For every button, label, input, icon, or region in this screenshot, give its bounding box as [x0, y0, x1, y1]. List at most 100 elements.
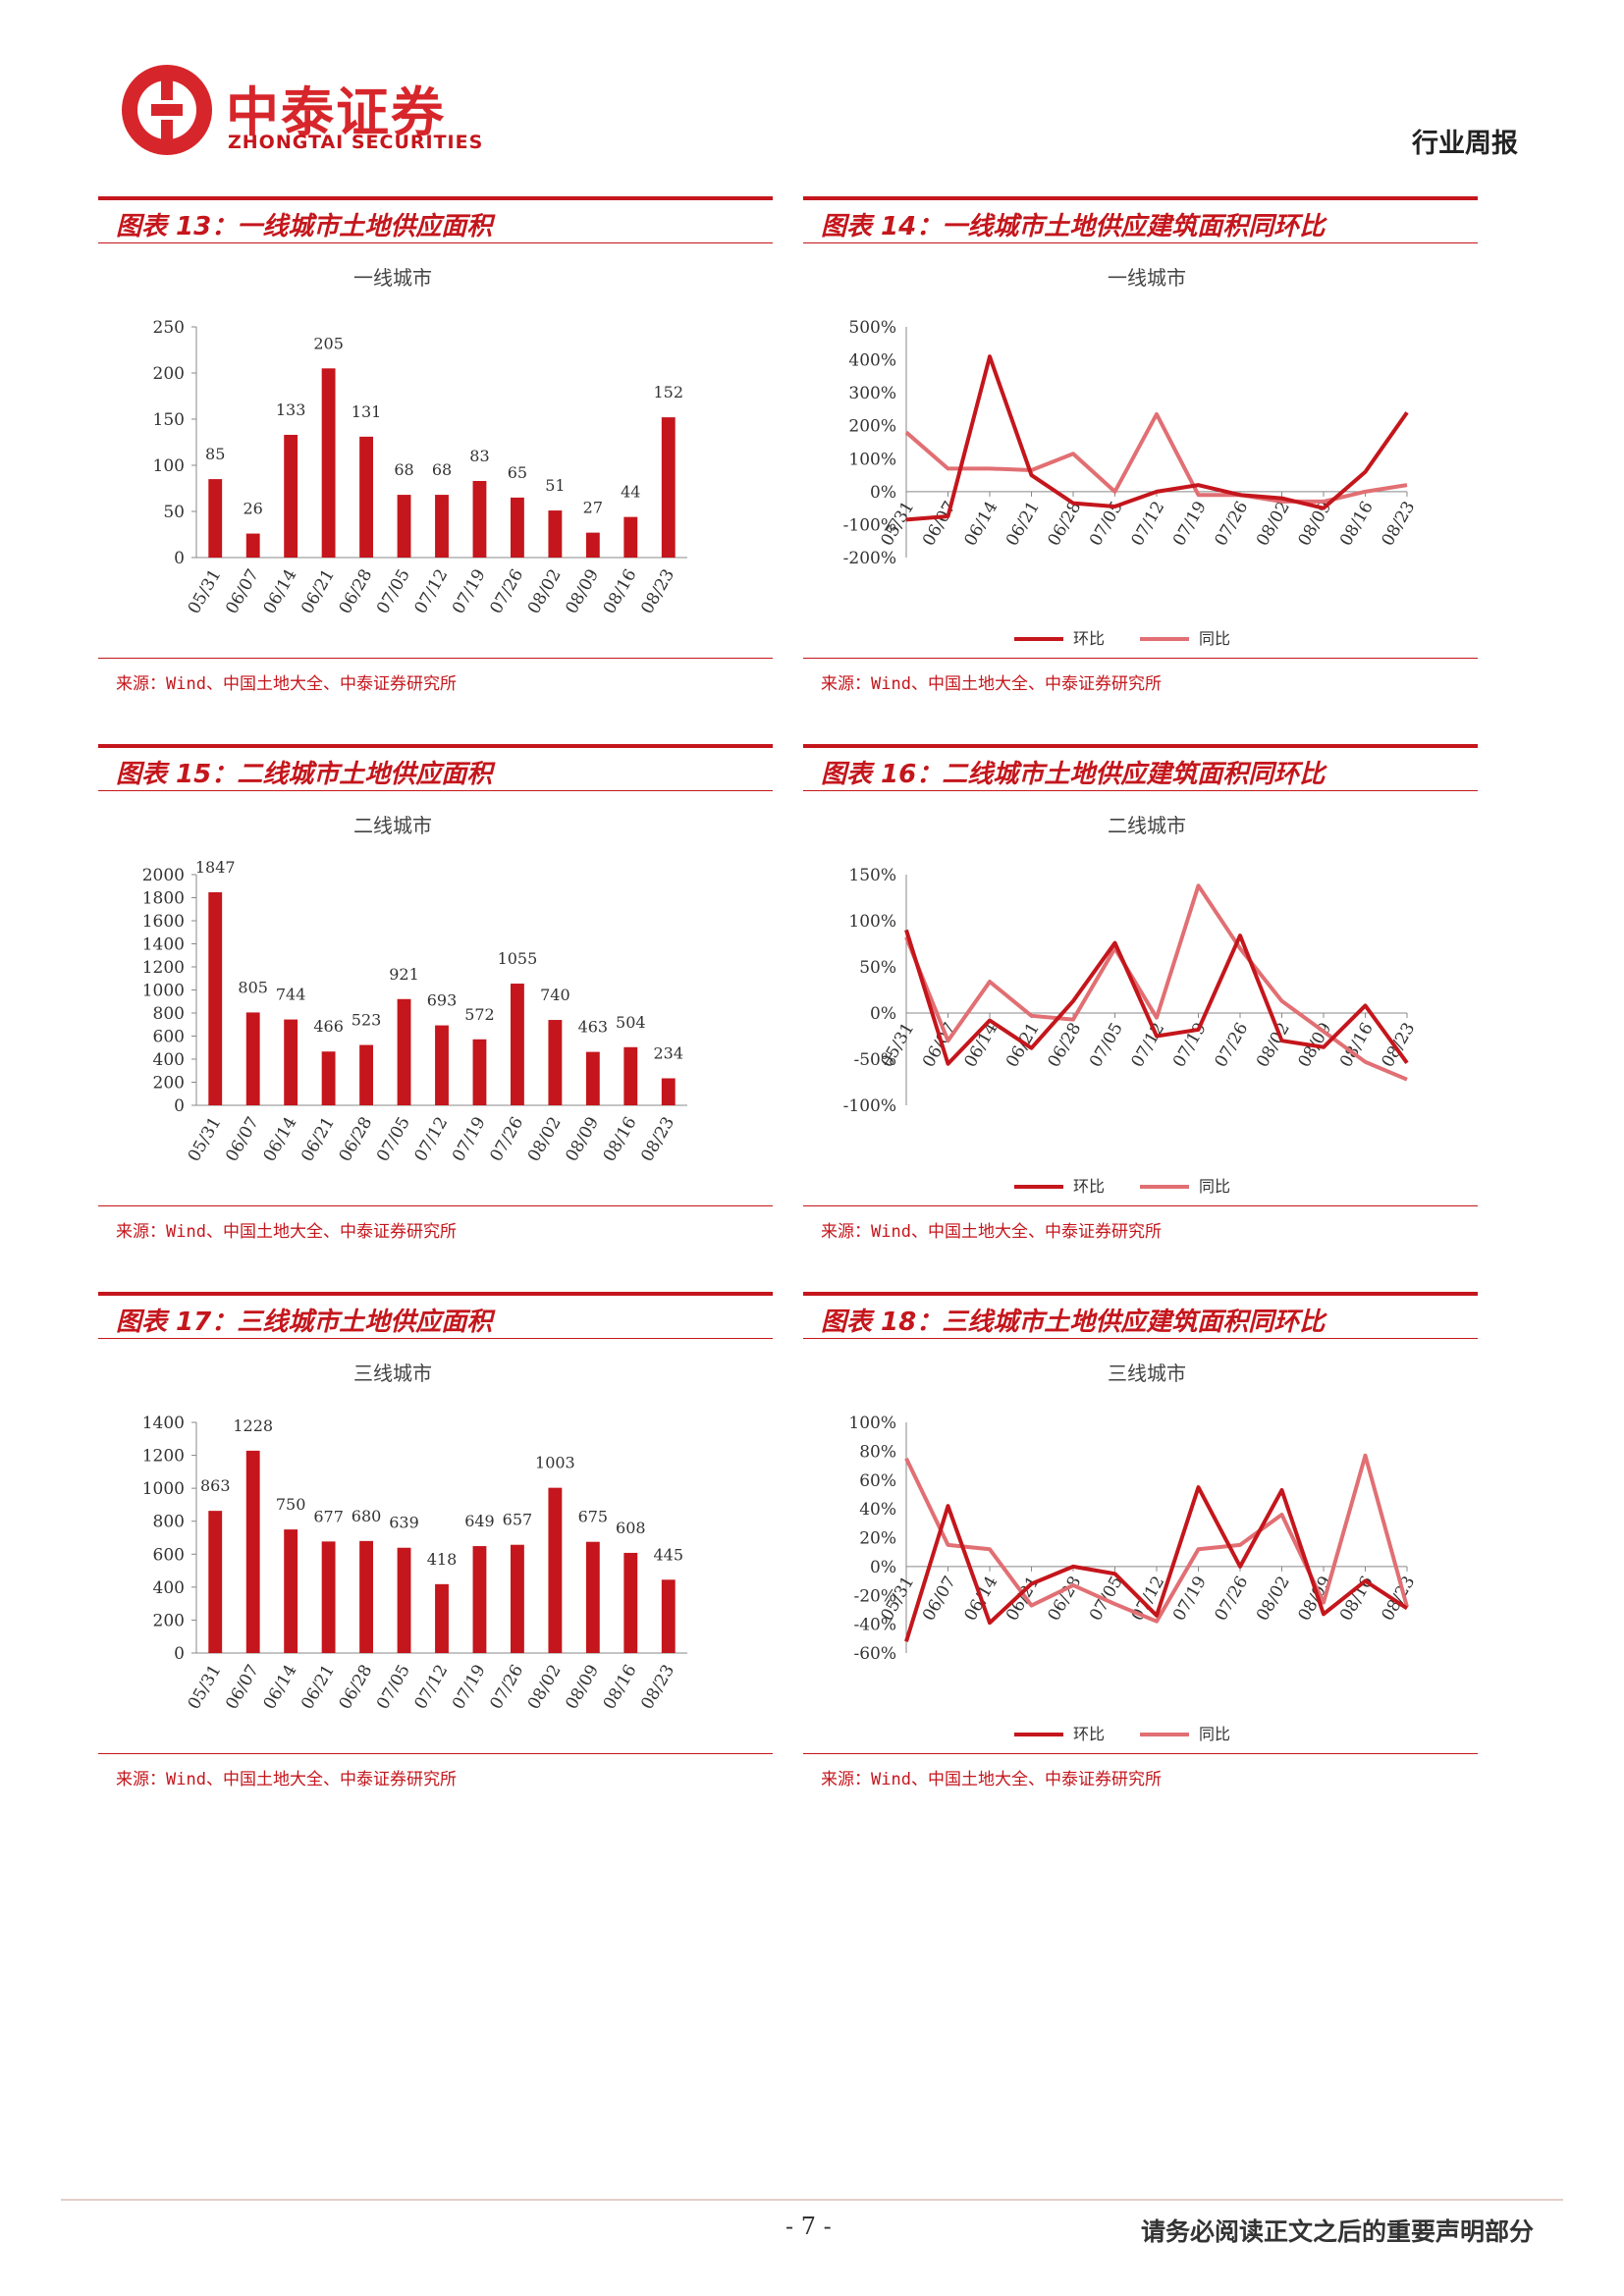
x-tick-label: 06/14: [260, 1662, 301, 1713]
bar-value-label: 68: [394, 460, 413, 479]
bar: [623, 1552, 638, 1653]
y-tick-label: 1400: [142, 1414, 185, 1433]
y-tick-label: 0%: [870, 483, 896, 503]
source-divider: [98, 658, 773, 659]
bar: [585, 532, 600, 558]
x-tick-label: 06/21: [298, 566, 339, 617]
bar-value-label: 744: [276, 986, 306, 1004]
x-tick-label: 06/28: [336, 1114, 377, 1165]
panel-title: 图表 13：一线城市土地供应面积: [116, 212, 493, 241]
x-tick-label: 07/19: [1169, 1020, 1211, 1071]
bar: [435, 495, 449, 558]
bar: [208, 891, 223, 1105]
x-tick-label: 08/16: [600, 566, 641, 617]
y-tick-label: 0: [174, 549, 185, 568]
panel-source: 来源：Wind、中国土地大全、中泰证券研究所: [821, 1770, 1162, 1789]
y-tick-label: 200%: [848, 417, 896, 437]
chart-title: 一线城市: [353, 266, 432, 290]
x-tick-label: 06/28: [1045, 498, 1086, 549]
y-tick-label: -100%: [843, 515, 896, 535]
bar-value-label: 608: [616, 1519, 646, 1537]
bar-value-label: 805: [238, 978, 268, 996]
bar: [284, 1529, 298, 1653]
x-tick-label: 06/28: [336, 566, 377, 617]
bar: [321, 1051, 336, 1105]
bar-value-label: 1847: [195, 858, 236, 877]
x-tick-label: 07/26: [486, 566, 527, 617]
bar-value-label: 677: [313, 1507, 344, 1525]
x-tick-label: 06/07: [222, 1662, 263, 1713]
bar: [435, 1583, 449, 1653]
x-tick-label: 08/02: [524, 1114, 566, 1165]
x-tick-label: 05/31: [185, 1662, 226, 1713]
x-tick-label: 07/19: [449, 566, 490, 617]
bar-value-label: 675: [578, 1508, 609, 1526]
x-tick-label: 08/23: [1379, 498, 1420, 549]
bar-value-label: 863: [200, 1476, 231, 1495]
bar: [245, 1450, 260, 1653]
bar-value-label: 51: [545, 476, 565, 495]
bar: [548, 1020, 563, 1105]
bar: [511, 497, 524, 558]
y-tick-label: 400: [153, 1578, 185, 1598]
x-tick-label: 06/14: [961, 498, 1002, 549]
y-tick-label: -20%: [853, 1586, 896, 1606]
bar: [208, 479, 223, 558]
x-tick-label: 08/23: [637, 1662, 678, 1713]
y-tick-label: 1400: [142, 935, 185, 955]
bar: [585, 1541, 600, 1653]
x-tick-label: 08/23: [637, 1114, 678, 1165]
panel-source: 来源：Wind、中国土地大全、中泰证券研究所: [821, 674, 1162, 694]
x-tick-label: 07/26: [486, 1114, 527, 1165]
figure-panel-13: 图表 13：一线城市土地供应面积 一线城市 0 50 100 150 200 250 85 05…: [98, 196, 773, 709]
bar-value-label: 26: [244, 500, 263, 518]
y-tick-label: 250: [153, 318, 185, 338]
bar-value-label: 649: [464, 1512, 495, 1530]
source-divider: [803, 658, 1478, 659]
x-tick-label: 06/14: [260, 566, 301, 617]
bar: [511, 984, 524, 1105]
y-tick-label: 200: [153, 1611, 185, 1630]
bar-value-label: 466: [313, 1017, 344, 1036]
y-tick-label: 400%: [848, 351, 896, 371]
panel-title: 图表 18：三线城市土地供应建筑面积同环比: [821, 1308, 1326, 1337]
y-tick-label: 100: [153, 456, 185, 476]
page-number: - 7 -: [785, 2213, 832, 2240]
x-tick-label: 07/12: [1128, 1020, 1169, 1071]
bar-value-label: 572: [464, 1005, 495, 1024]
x-tick-label: 07/19: [449, 1662, 490, 1713]
chart-title: 三线城市: [353, 1362, 432, 1385]
footer-divider: [61, 2199, 1563, 2201]
y-tick-label: -100%: [843, 1096, 896, 1116]
y-tick-label: 1800: [142, 889, 185, 909]
y-tick-label: 150: [153, 410, 185, 430]
bar-value-label: 639: [389, 1514, 419, 1532]
y-tick-label: 60%: [859, 1471, 896, 1491]
y-tick-label: 0: [174, 1096, 185, 1116]
bar-value-label: 85: [205, 445, 225, 463]
line-chart-tier2-growth: 二线城市-100%-50%0%50%100%150%05/31 06/07 06/1…: [843, 814, 1420, 1196]
bar: [397, 495, 411, 558]
bar-value-label: 657: [503, 1511, 533, 1529]
x-tick-label: 06/07: [222, 566, 263, 617]
source-divider: [803, 1205, 1478, 1206]
y-tick-label: 400: [153, 1050, 185, 1070]
x-tick-label: 07/19: [1169, 498, 1211, 549]
y-tick-label: 600: [153, 1545, 185, 1565]
x-tick-label: 07/26: [1212, 1020, 1253, 1071]
panel-title: 图表 17：三线城市土地供应面积: [116, 1308, 493, 1337]
y-tick-label: -200%: [843, 549, 896, 568]
bar-value-label: 44: [621, 483, 640, 502]
y-tick-label: 40%: [859, 1500, 896, 1520]
bar: [435, 1025, 449, 1105]
x-tick-label: 07/05: [373, 1114, 414, 1165]
legend-label: 环比: [1073, 1725, 1105, 1743]
legend-label: 环比: [1073, 1177, 1105, 1196]
panel-title-bar: 图表 14：一线城市土地供应建筑面积同环比: [803, 196, 1478, 243]
x-tick-label: 08/23: [1379, 1020, 1420, 1071]
series-line-hb: [904, 929, 1409, 1066]
bar: [359, 1540, 373, 1653]
x-tick-label: 08/16: [600, 1114, 641, 1165]
bar-chart-tier3-area: 三线城市 0 200 400 600 800 1000 1200 1400 863 05/31 122…: [142, 1362, 687, 1713]
